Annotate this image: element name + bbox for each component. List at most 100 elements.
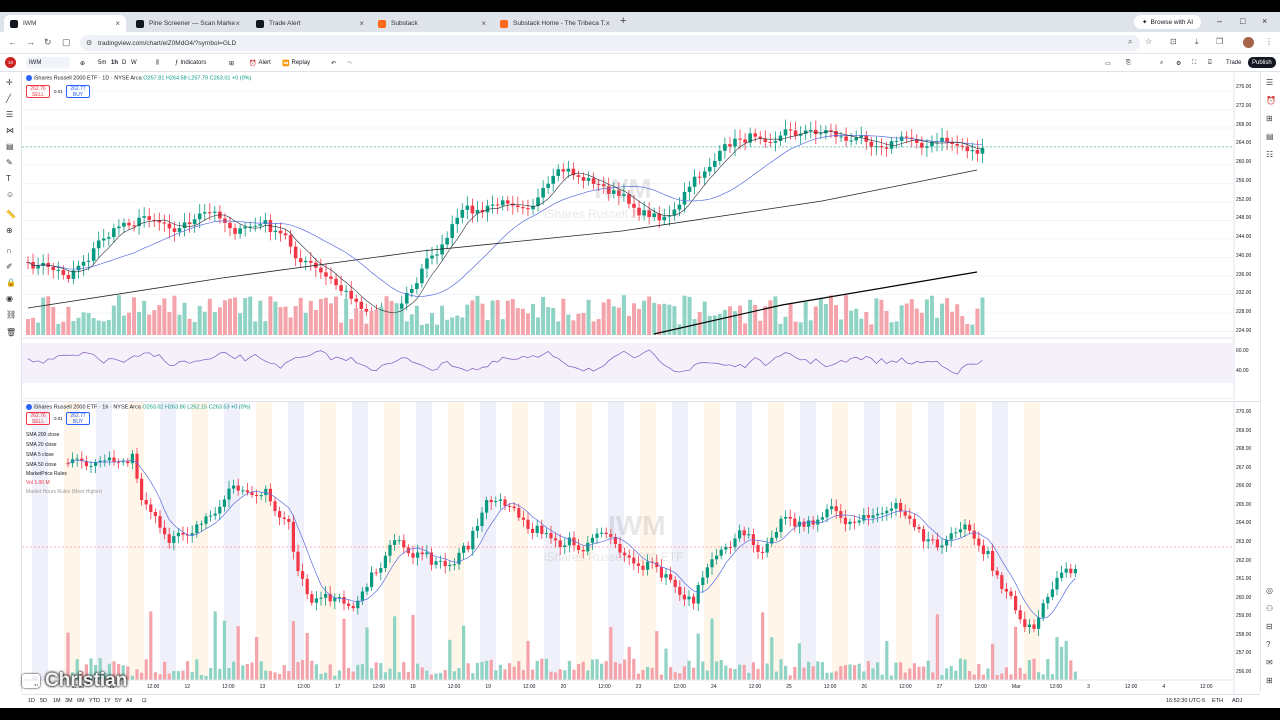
candle-type-icon[interactable]: ⫼ bbox=[156, 59, 159, 66]
range-1y[interactable]: 1Y bbox=[104, 698, 111, 704]
range-1d[interactable]: 1D bbox=[28, 698, 36, 704]
fib-icon[interactable]: ⋈ bbox=[6, 126, 14, 135]
notifications-badge[interactable]: 10 bbox=[5, 57, 16, 68]
compare-icon[interactable]: ⊕ bbox=[80, 60, 86, 67]
interval-5m[interactable]: 5m bbox=[98, 60, 107, 66]
indicator-sma50[interactable]: SMA 50 close bbox=[26, 462, 57, 468]
layout-grid-icon[interactable]: ▭ bbox=[1105, 60, 1111, 67]
pattern-icon[interactable]: ▤ bbox=[6, 142, 14, 151]
buy-button[interactable]: 262.77 BUY bbox=[66, 412, 90, 425]
session-toggle[interactable]: ETH bbox=[1212, 698, 1223, 704]
range-5d[interactable]: 5D bbox=[40, 698, 48, 704]
pencil-lock-icon[interactable]: ✐ bbox=[6, 262, 13, 271]
link-icon[interactable]: ⛓ bbox=[6, 310, 17, 319]
tab-substack[interactable]: Substack × bbox=[372, 15, 492, 32]
tabs-icon[interactable]: ❐ bbox=[1216, 37, 1224, 46]
ruler-icon[interactable]: 📏 bbox=[6, 210, 16, 219]
indicator-volume[interactable]: Vol 1.00 M bbox=[26, 480, 50, 486]
chat-icon[interactable]: ✉ bbox=[1266, 658, 1273, 667]
brush-icon[interactable]: ✎ bbox=[6, 158, 13, 167]
data-window-icon[interactable]: ⊞ bbox=[1266, 114, 1273, 123]
close-icon[interactable]: × bbox=[115, 19, 120, 28]
site-info-icon[interactable]: ⚙ bbox=[86, 40, 93, 47]
download-icon[interactable]: ⤓ bbox=[1195, 37, 1199, 46]
emoji-icon[interactable]: ☺ bbox=[6, 190, 15, 199]
indicator-sma200[interactable]: SMA 200 close bbox=[26, 432, 60, 438]
range-3m[interactable]: 3M bbox=[65, 698, 73, 704]
hourly-chart-pane[interactable]: IWM iShares Russell 2000 ETF iShares Rus… bbox=[22, 401, 1260, 694]
indicator-sma20[interactable]: SMA 20 close bbox=[26, 442, 57, 448]
pulse-icon[interactable]: ⚇ bbox=[1266, 604, 1274, 613]
indicators-button[interactable]: ƒ Indicators bbox=[175, 57, 206, 69]
minimize-icon[interactable]: – bbox=[1217, 16, 1223, 26]
daily-chart-canvas[interactable] bbox=[22, 73, 1260, 399]
horizontal-lines-icon[interactable]: ☰ bbox=[6, 110, 14, 119]
lock-icon[interactable]: 🔒 bbox=[6, 278, 16, 287]
date-range-icon[interactable]: ⊡ bbox=[142, 698, 147, 704]
save-icon[interactable]: ⎘ bbox=[1126, 59, 1131, 66]
news-icon[interactable]: ▤ bbox=[1266, 132, 1274, 141]
range-6m[interactable]: 6M bbox=[77, 698, 85, 704]
sell-button[interactable]: 262.76 SELL bbox=[26, 412, 50, 425]
apps-icon[interactable]: ⊞ bbox=[1266, 676, 1273, 685]
zoom-in-icon[interactable]: ⊕ bbox=[6, 226, 13, 235]
help-icon[interactable]: ? bbox=[1266, 640, 1271, 649]
tab-pine-screener[interactable]: Pine Screener — Scan Markets × bbox=[130, 15, 246, 32]
sidebar-icon[interactable]: ▢ bbox=[62, 37, 71, 47]
interval-w[interactable]: W bbox=[131, 60, 137, 66]
url-field[interactable]: ⚙ tradingview.com/chart/elZ0MdO4/?symbol… bbox=[80, 35, 1140, 51]
text-icon[interactable]: T bbox=[6, 174, 11, 183]
adj-toggle[interactable]: ADJ bbox=[1232, 698, 1243, 704]
watchlist-icon[interactable]: ☰ bbox=[1266, 78, 1274, 87]
tab-substack-home[interactable]: Substack Home - The Tribeca T... × bbox=[494, 15, 616, 32]
publish-button[interactable]: Publish bbox=[1248, 57, 1276, 68]
replay-button[interactable]: ⏪ Replay bbox=[282, 57, 310, 69]
alerts-icon[interactable]: ⏰ bbox=[1266, 96, 1276, 105]
daily-chart-pane[interactable]: IWM iShares Russell 2000 ETF iShares Rus… bbox=[22, 73, 1260, 409]
close-icon[interactable]: × bbox=[605, 19, 610, 28]
maximize-icon[interactable]: □ bbox=[1240, 16, 1246, 26]
hourly-chart-canvas[interactable] bbox=[22, 402, 1260, 694]
trash-icon[interactable]: 🗑 bbox=[6, 328, 17, 337]
browse-with-ai-button[interactable]: ✦ Browse with AI bbox=[1134, 15, 1202, 29]
target-icon[interactable]: ◎ bbox=[1266, 586, 1273, 595]
buy-button[interactable]: 262.77 BUY bbox=[66, 85, 90, 98]
bookmark-star-icon[interactable]: ☆ bbox=[1145, 37, 1153, 46]
crosshair-icon[interactable]: ✛ bbox=[6, 78, 13, 87]
indicator-market-rules[interactable]: MarketPrice Rules bbox=[26, 471, 67, 477]
clock[interactable]: 16:52:30 UTC-5 bbox=[1166, 698, 1206, 704]
layouts-icon[interactable]: ⊞ bbox=[229, 60, 235, 67]
range-1m[interactable]: 1M bbox=[53, 698, 61, 704]
redo-icon[interactable]: ↷ bbox=[347, 60, 353, 67]
sell-button[interactable]: 262.76 SELL bbox=[26, 85, 50, 98]
new-tab-button[interactable]: + bbox=[620, 15, 627, 27]
back-icon[interactable]: ← bbox=[8, 37, 17, 47]
forward-icon[interactable]: → bbox=[26, 37, 35, 47]
interval-d[interactable]: D bbox=[122, 60, 127, 66]
close-icon[interactable]: × bbox=[359, 19, 364, 28]
camera-icon[interactable]: ⌼ bbox=[1208, 59, 1212, 66]
indicator-sma5[interactable]: SMA 5 close bbox=[26, 452, 54, 458]
range-ytd[interactable]: YTD bbox=[89, 698, 100, 704]
profile-avatar[interactable] bbox=[1243, 37, 1254, 48]
zoom-icon[interactable]: ⌕ bbox=[1128, 37, 1133, 46]
close-icon[interactable]: × bbox=[481, 19, 486, 28]
interval-1h[interactable]: 1h bbox=[111, 60, 119, 66]
tab-trade-alert[interactable]: Trade Alert × bbox=[250, 15, 370, 32]
tab-iwm[interactable]: IWM × bbox=[4, 15, 126, 32]
undo-icon[interactable]: ↶ bbox=[331, 60, 337, 67]
trend-line-icon[interactable]: ╱ bbox=[6, 94, 11, 103]
magnet-icon[interactable]: ∩ bbox=[6, 246, 12, 255]
symbol-search[interactable]: IWM bbox=[26, 57, 70, 68]
grid-icon[interactable]: ⊟ bbox=[1266, 622, 1273, 631]
eye-icon[interactable]: ◉ bbox=[6, 294, 13, 303]
settings-icon[interactable]: ⚙ bbox=[1176, 60, 1182, 67]
menu-icon[interactable]: ⋮ bbox=[1265, 37, 1273, 46]
fullscreen-icon[interactable]: ⛶ bbox=[1192, 59, 1197, 66]
extension-icon[interactable]: ⊡ bbox=[1170, 37, 1177, 46]
close-icon[interactable]: × bbox=[235, 19, 240, 28]
close-window-icon[interactable]: × bbox=[1262, 16, 1268, 26]
calendar-icon[interactable]: ☷ bbox=[1266, 150, 1274, 159]
range-5y[interactable]: 5Y bbox=[115, 698, 122, 704]
range-all[interactable]: All bbox=[126, 698, 133, 704]
